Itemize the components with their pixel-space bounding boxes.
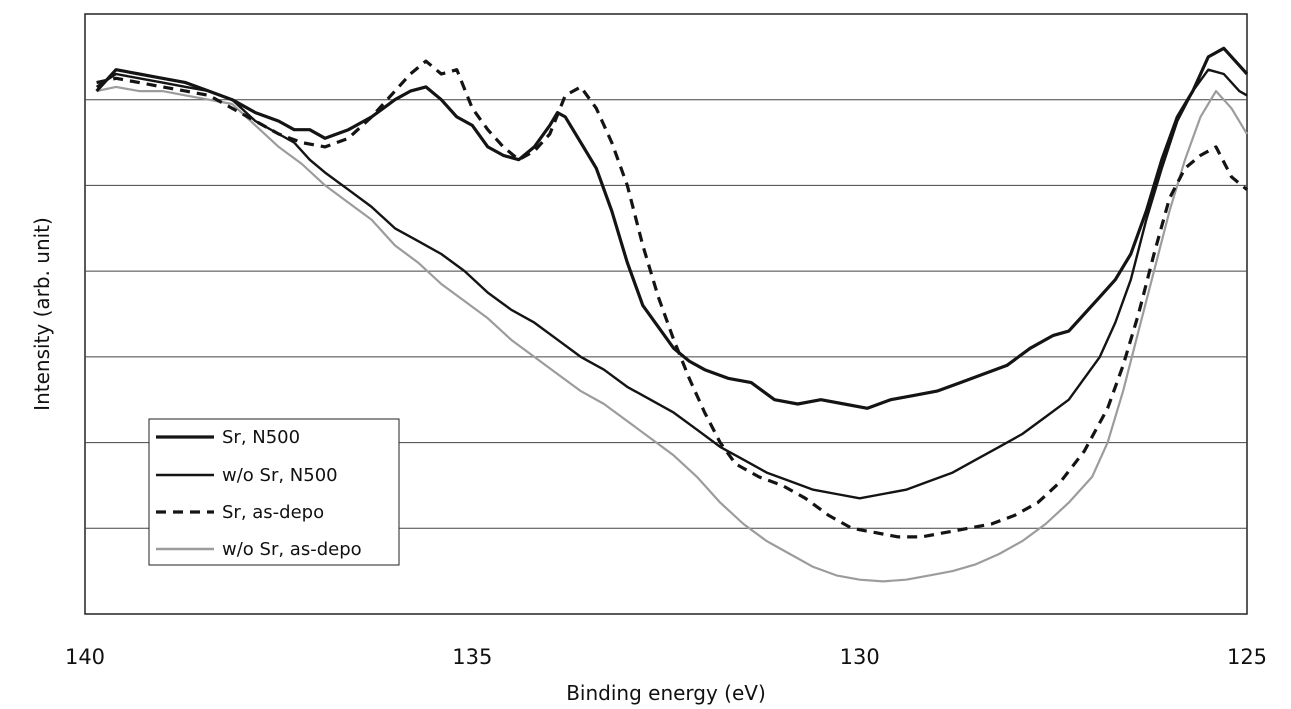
series-line-w-o-sr-as-depo bbox=[96, 85, 1248, 583]
legend-box bbox=[148, 418, 400, 566]
x-tick-label: 135 bbox=[452, 645, 492, 669]
legend: Sr, N500 w/o Sr, N500 Sr, as-depo w/o Sr… bbox=[148, 418, 400, 566]
x-tick-label: 130 bbox=[840, 645, 880, 669]
x-tick-label: 140 bbox=[65, 645, 105, 669]
legend-label-wo-sr-as-depo: w/o Sr, as-depo bbox=[222, 539, 362, 560]
legend-label-sr-n500: Sr, N500 bbox=[222, 427, 300, 448]
series-line-sr-as-depo bbox=[96, 59, 1249, 539]
series-lines bbox=[95, 46, 1249, 583]
series-line-sr-n500 bbox=[95, 46, 1249, 410]
legend-label-sr-as-depo: Sr, as-depo bbox=[222, 502, 324, 523]
x-axis-title: Binding energy (eV) bbox=[566, 681, 766, 705]
x-tick-label: 125 bbox=[1227, 645, 1267, 669]
y-axis-title: Intensity (arb. unit) bbox=[30, 217, 54, 411]
legend-label-wo-sr-n500: w/o Sr, N500 bbox=[222, 465, 338, 486]
series-line-w-o-sr-n500 bbox=[95, 68, 1248, 500]
x-tick-labels: 140 135 130 125 bbox=[65, 645, 1267, 669]
